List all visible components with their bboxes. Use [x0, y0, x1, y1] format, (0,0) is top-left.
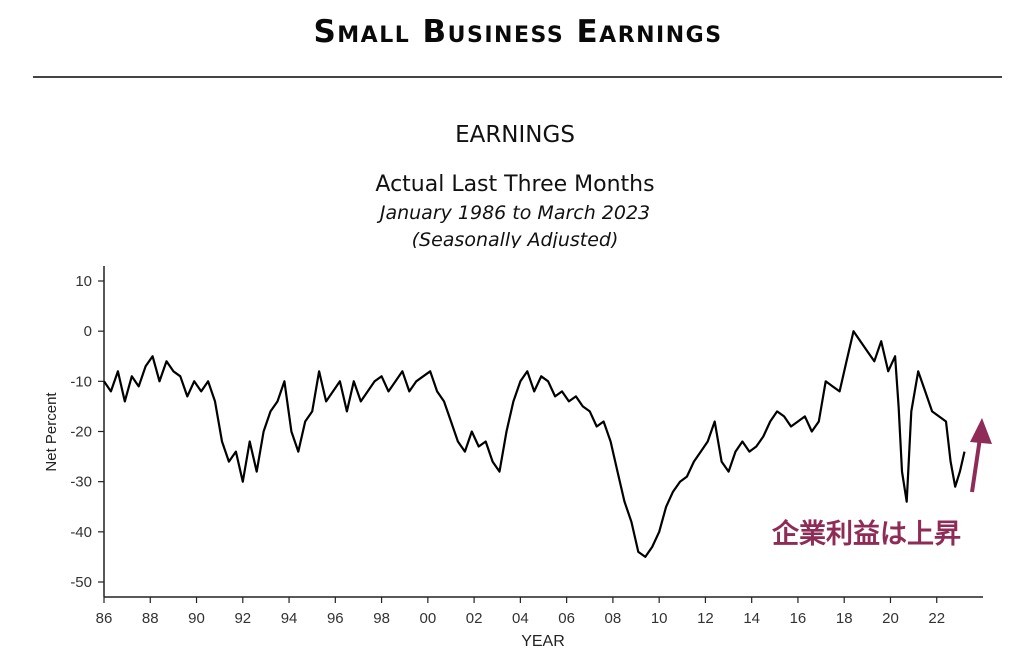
page-title: Small Business Earnings [313, 14, 723, 50]
y-tick-label: -30 [70, 474, 92, 491]
x-tick-label: 20 [882, 610, 899, 627]
annotation-label: 企業利益は上昇 [772, 519, 961, 550]
x-tick-label: 16 [790, 610, 807, 627]
x-axis-label: YEAR [521, 633, 565, 650]
x-tick-label: 86 [96, 610, 113, 627]
y-tick-label: 10 [75, 273, 92, 290]
series-line [103, 330, 966, 558]
x-tick-label: 98 [373, 610, 390, 627]
x-tick-label: 90 [188, 610, 205, 627]
chart-title: EARNINGS [455, 122, 575, 148]
x-tick-label: 88 [142, 610, 159, 627]
x-tick-label: 18 [836, 610, 853, 627]
x-tick-label: 02 [466, 610, 483, 627]
x-tick-label: 96 [327, 610, 344, 627]
title-divider [33, 76, 1002, 78]
x-tick-label: 00 [419, 610, 436, 627]
x-tick-label: 08 [605, 610, 622, 627]
x-tick-label: 10 [651, 610, 668, 627]
y-tick-label: 0 [84, 323, 92, 340]
x-tick-label: 94 [281, 610, 298, 627]
chart-note: (Seasonally Adjusted) [411, 229, 619, 248]
y-tick-label: -40 [70, 524, 92, 541]
x-tick-label: 06 [558, 610, 575, 627]
x-axis-ticks: 86 88 90 92 94 96 98 00 02 04 06 08 10 12 14 16 18 20 22 [96, 597, 945, 627]
x-tick-label: 12 [697, 610, 714, 627]
x-tick-label: 04 [512, 610, 529, 627]
y-axis-label: Net Percent [43, 392, 60, 472]
x-tick-label: 92 [234, 610, 251, 627]
annotation-arrow [970, 418, 992, 493]
chart-subtitle: Actual Last Three Months [375, 172, 655, 197]
y-axis-ticks: 10 0 -10 -20 -30 -40 -50 [70, 273, 104, 591]
y-tick-label: -10 [70, 373, 92, 390]
chart-period: January 1986 to March 2023 [379, 202, 651, 224]
y-tick-label: -50 [70, 574, 92, 591]
x-tick-label: 22 [928, 610, 945, 627]
x-tick-label: 14 [743, 610, 760, 627]
y-tick-label: -20 [70, 424, 92, 441]
